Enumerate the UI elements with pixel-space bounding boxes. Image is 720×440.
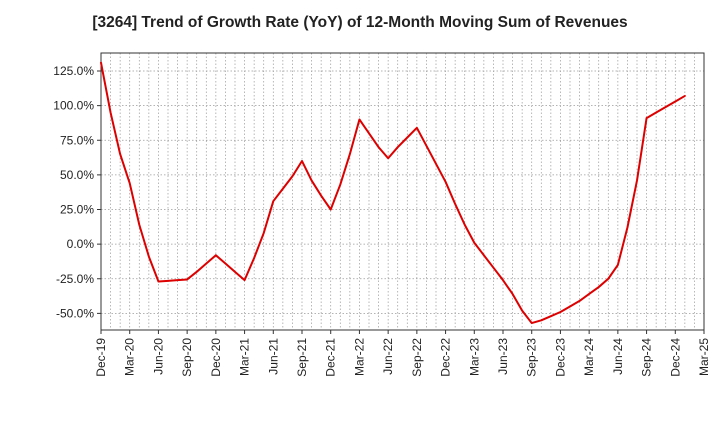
x-tick-label: Sep-24	[640, 338, 654, 377]
series-line	[100, 61, 686, 325]
axes-layer	[97, 52, 705, 334]
x-tick-label: Dec-22	[439, 338, 453, 377]
y-tick-label: 75.0%	[60, 133, 94, 147]
y-tick-label: -50.0%	[56, 306, 94, 320]
x-tick-label: Sep-22	[410, 338, 424, 377]
y-tick-label: -25.0%	[56, 272, 94, 286]
x-tick-labels: Dec-19 Mar-20 Jun-20 Sep-20 Dec-20 Mar-21 Jun-…	[94, 338, 711, 377]
x-tick-label: Sep-21	[295, 338, 309, 377]
x-tick-label: Dec-24	[668, 338, 682, 377]
x-tick-label: Jun-20	[151, 338, 165, 375]
x-tick-label: Mar-20	[123, 338, 137, 376]
x-tick-label: Dec-19	[94, 338, 108, 377]
y-tick-label: 100.0%	[53, 99, 94, 113]
x-tick-label: Mar-23	[467, 338, 481, 376]
x-tick-label: Mar-25	[697, 338, 711, 376]
x-tick-label: Dec-20	[209, 338, 223, 377]
y-tick-label: 125.0%	[53, 64, 94, 78]
x-tick-label: Sep-23	[525, 338, 539, 377]
x-tick-label: Jun-22	[381, 338, 395, 375]
chart-title: [3264] Trend of Growth Rate (YoY) of 12-…	[92, 14, 628, 31]
x-tick-label: Dec-23	[553, 338, 567, 377]
plot-frame	[100, 52, 705, 331]
x-tick-label: Jun-21	[266, 338, 280, 375]
x-tick-label: Jun-23	[496, 338, 510, 375]
x-tick-label: Mar-21	[238, 338, 252, 376]
x-tick-label: Jun-24	[611, 338, 625, 375]
y-tick-labels: 125.0% 100.0% 75.0% 50.0% 25.0% 0.0% -25.0% -50…	[53, 64, 94, 320]
series-layer	[100, 61, 686, 325]
x-tick-label: Dec-21	[324, 338, 338, 377]
y-tick-label: 25.0%	[60, 203, 94, 217]
grid-layer	[100, 53, 705, 330]
x-tick-label: Mar-22	[352, 338, 366, 376]
x-tick-label: Mar-24	[582, 338, 596, 376]
y-tick-label: 50.0%	[60, 168, 94, 182]
y-tick-label: 0.0%	[67, 237, 95, 251]
x-tick-label: Sep-20	[180, 338, 194, 377]
